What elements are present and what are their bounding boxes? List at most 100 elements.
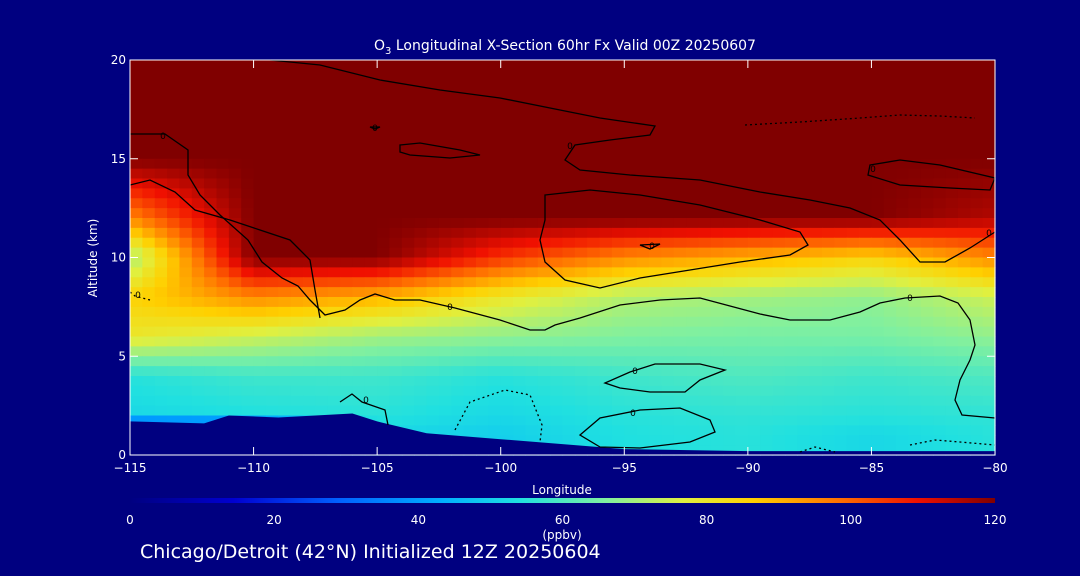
field-cell bbox=[797, 109, 811, 120]
field-cell bbox=[241, 376, 255, 387]
field-cell bbox=[760, 445, 774, 456]
field-cell bbox=[970, 356, 984, 367]
field-cell bbox=[278, 69, 292, 81]
field-cell bbox=[340, 376, 354, 387]
field-cell bbox=[364, 139, 378, 150]
field-cell bbox=[723, 227, 737, 239]
field-cell bbox=[537, 129, 551, 140]
field-cell bbox=[945, 415, 959, 426]
field-cell bbox=[426, 188, 440, 199]
field-cell bbox=[883, 376, 897, 387]
field-cell bbox=[167, 79, 181, 91]
field-cell bbox=[167, 227, 181, 239]
field-cell bbox=[970, 435, 984, 446]
field-cell bbox=[142, 366, 156, 377]
field-cell bbox=[537, 287, 551, 298]
field-cell bbox=[871, 366, 885, 377]
field-cell bbox=[537, 168, 551, 180]
field-cell bbox=[896, 395, 910, 407]
field-cell bbox=[587, 306, 601, 318]
field-cell bbox=[649, 316, 662, 328]
field-cell bbox=[303, 395, 316, 407]
field-cell bbox=[896, 99, 910, 110]
field-cell bbox=[636, 336, 650, 347]
field-cell bbox=[896, 376, 910, 387]
field-cell bbox=[673, 188, 687, 199]
field-cell bbox=[636, 346, 650, 357]
field-cell bbox=[784, 119, 798, 130]
field-cell bbox=[303, 346, 316, 357]
field-cell bbox=[525, 415, 539, 426]
field-cell bbox=[698, 445, 712, 456]
field-cell bbox=[920, 218, 934, 229]
field-cell bbox=[945, 306, 959, 318]
field-cell bbox=[920, 366, 934, 377]
field-cell bbox=[970, 198, 984, 209]
field-cell bbox=[760, 129, 774, 140]
field-cell bbox=[636, 99, 650, 110]
field-cell bbox=[463, 395, 477, 407]
field-cell bbox=[933, 247, 947, 259]
field-cell bbox=[574, 79, 588, 91]
field-cell bbox=[550, 208, 564, 219]
field-cell bbox=[859, 69, 873, 81]
field-cell bbox=[488, 148, 502, 160]
field-cell bbox=[871, 109, 885, 120]
field-cell bbox=[797, 198, 811, 209]
field-cell bbox=[550, 89, 564, 101]
field-cell bbox=[723, 277, 737, 288]
field-cell bbox=[735, 415, 749, 426]
field-cell bbox=[970, 425, 984, 436]
field-cell bbox=[451, 297, 465, 308]
field-cell bbox=[723, 237, 737, 249]
field-cell bbox=[846, 435, 860, 446]
field-cell bbox=[389, 109, 403, 120]
field-cell bbox=[760, 267, 774, 278]
field-cell bbox=[179, 208, 193, 219]
field-cell bbox=[698, 316, 712, 328]
field-cell bbox=[241, 198, 255, 209]
field-cell bbox=[167, 405, 181, 417]
field-cell bbox=[537, 277, 551, 288]
field-cell bbox=[315, 89, 329, 101]
field-cell bbox=[710, 405, 724, 417]
field-cell bbox=[278, 60, 292, 71]
field-cell bbox=[649, 267, 662, 278]
field-cell bbox=[216, 129, 230, 140]
field-cell bbox=[587, 385, 601, 397]
field-cell bbox=[426, 376, 440, 387]
field-cell bbox=[957, 405, 971, 417]
field-cell bbox=[747, 158, 761, 170]
field-cell bbox=[871, 168, 885, 180]
field-cell bbox=[970, 89, 984, 101]
field-cell bbox=[352, 139, 366, 150]
field-cell bbox=[834, 109, 848, 120]
field-cell bbox=[698, 69, 712, 81]
field-cell bbox=[735, 376, 749, 387]
field-cell bbox=[809, 376, 823, 387]
field-cell bbox=[377, 376, 391, 387]
field-cell bbox=[896, 129, 910, 140]
field-cell bbox=[933, 326, 947, 338]
x-tick-label: −115 bbox=[114, 461, 147, 475]
field-cell bbox=[661, 99, 675, 110]
field-cell bbox=[500, 109, 514, 120]
field-cell bbox=[451, 79, 465, 91]
field-cell bbox=[191, 297, 205, 308]
field-cell bbox=[735, 208, 749, 219]
field-cell bbox=[167, 247, 181, 259]
field-cell bbox=[723, 79, 737, 91]
field-cell bbox=[142, 405, 156, 417]
field-cell bbox=[822, 445, 835, 456]
field-cell bbox=[476, 247, 489, 259]
field-cell bbox=[970, 227, 984, 239]
field-cell bbox=[970, 336, 984, 347]
field-cell bbox=[352, 198, 366, 209]
field-cell bbox=[822, 99, 835, 110]
field-cell bbox=[970, 208, 984, 219]
field-cell bbox=[611, 247, 625, 259]
field-cell bbox=[661, 405, 675, 417]
field-cell bbox=[167, 277, 181, 288]
field-cell bbox=[451, 218, 465, 229]
field-cell bbox=[859, 376, 873, 387]
